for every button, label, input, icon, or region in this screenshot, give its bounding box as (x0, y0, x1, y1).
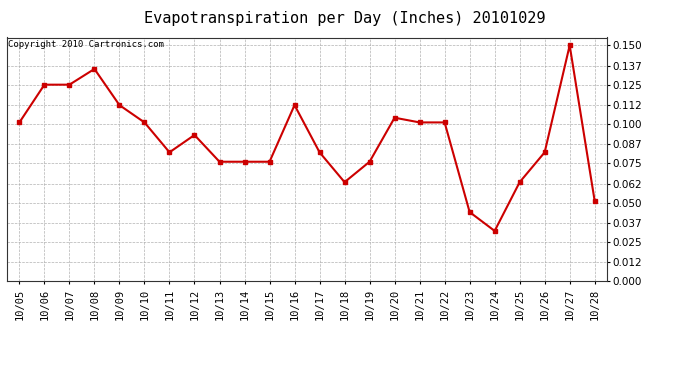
Text: Copyright 2010 Cartronics.com: Copyright 2010 Cartronics.com (8, 40, 164, 49)
Text: Evapotranspiration per Day (Inches) 20101029: Evapotranspiration per Day (Inches) 2010… (144, 11, 546, 26)
